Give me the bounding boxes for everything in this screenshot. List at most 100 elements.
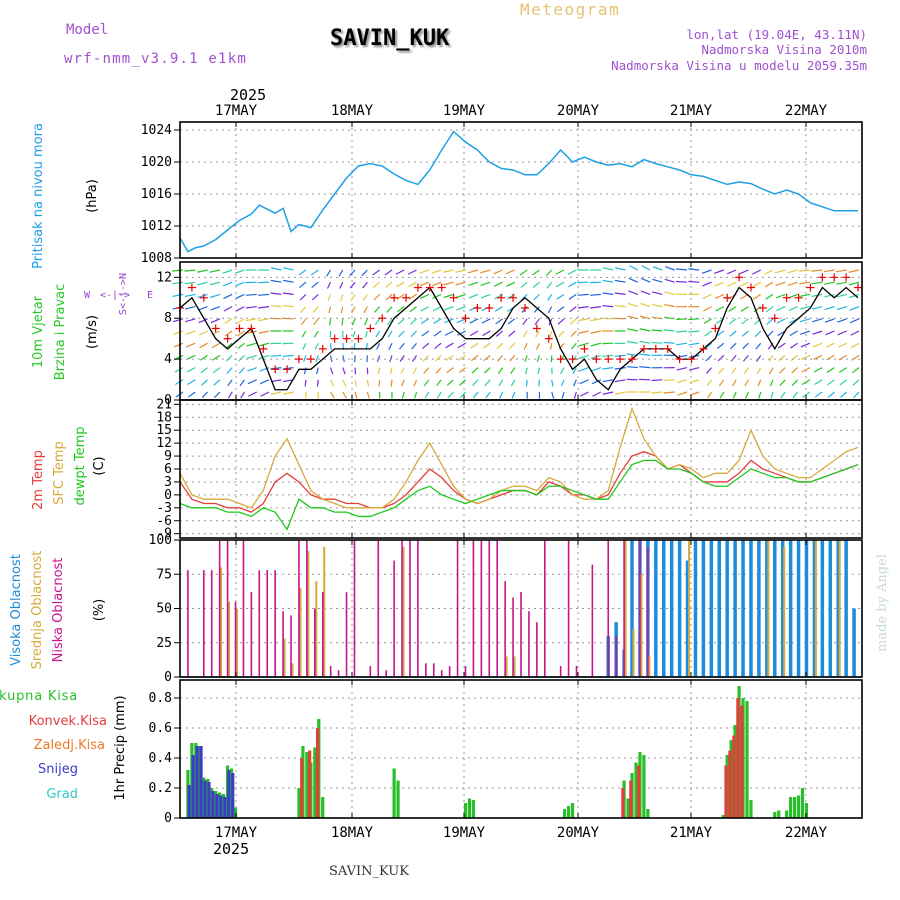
precip-total-bar [570, 803, 575, 818]
wind-arrow [351, 318, 356, 326]
low-cloud-bar [559, 666, 562, 677]
wind-arrow [239, 379, 245, 387]
wind-arrow [342, 391, 348, 399]
day-label-bottom: 22MAY [785, 825, 828, 841]
wind-arrow [800, 330, 811, 335]
wind-arrow [640, 277, 651, 283]
wind-arrow [298, 269, 307, 276]
wind-arrow [313, 330, 319, 338]
wind-arrow [446, 379, 454, 386]
wind-arrow [413, 379, 418, 387]
wind-arrow [780, 391, 786, 399]
mid-cloud-bar [323, 546, 326, 677]
wind-arrow [211, 342, 221, 349]
wind-arrow [455, 269, 466, 273]
wind-arrow [432, 306, 442, 312]
wind-arrow [485, 391, 491, 399]
wind-arrow [579, 391, 589, 397]
wind-arrow [534, 318, 540, 326]
low-cloud-bar [409, 540, 411, 677]
day-label-top: 20MAY [557, 103, 600, 119]
wind-arrow [431, 281, 442, 287]
wind-arrow [664, 291, 675, 295]
wind-arrow [689, 391, 700, 396]
pressure-axis-unit: (hPa) [85, 179, 100, 213]
precip-label-frozen: Zaledj.Kisa [34, 738, 105, 753]
day-label-top: 17MAY [215, 103, 258, 119]
wind-arrow [571, 342, 577, 350]
wind-arrow [799, 293, 810, 298]
precip-total-bar [471, 800, 476, 818]
snow-bar [231, 773, 235, 818]
cloud-tick-label: 100 [149, 533, 172, 548]
wind-arrow [197, 269, 208, 273]
wind-arrow [198, 318, 208, 324]
wind-arrow [299, 281, 307, 289]
wind-arrow [652, 278, 663, 283]
low-cloud-bar [575, 666, 578, 677]
wind-arrow [508, 330, 516, 337]
wind-arrow [849, 293, 860, 299]
precip-total-bar [773, 812, 777, 818]
wind-arrow [511, 391, 516, 399]
mid-cloud-bar [315, 581, 318, 677]
precip-total-bar [745, 701, 749, 818]
wind-arrow [740, 306, 749, 312]
low-cloud-bar [591, 564, 594, 677]
wind-arrow [200, 367, 208, 374]
high-cloud-bar [709, 540, 714, 677]
mid-cloud-bar [648, 656, 651, 677]
wind-arrow [641, 265, 651, 271]
wind-arrow [549, 330, 553, 338]
wind-arrow [227, 379, 233, 387]
watermark: made by Angel [875, 554, 890, 652]
wind-arrow [532, 281, 540, 289]
wind-arrow [328, 306, 332, 314]
wind-arrow [627, 328, 638, 332]
wind-arrow [676, 268, 688, 271]
wind-arrow [247, 367, 257, 372]
wind-arrow [714, 281, 725, 287]
wind-arrow [270, 391, 282, 395]
wind-arrow [769, 367, 774, 375]
wind-arrow [316, 367, 319, 375]
pressure-tick-label: 1012 [141, 219, 172, 234]
precip-tick-label: 0.2 [149, 781, 172, 796]
wind-arrow [524, 355, 528, 363]
wind-arrow [469, 318, 479, 324]
wind-arrow [591, 379, 602, 385]
wind-arrow [555, 269, 565, 275]
high-cloud-bar [844, 540, 848, 677]
mid-cloud-bar [767, 540, 770, 677]
wind-arrow [715, 306, 725, 312]
wind-arrow [811, 269, 823, 272]
low-cloud-bar [353, 540, 356, 677]
wind-arrow [705, 367, 712, 374]
day-label-bottom: 21MAY [670, 825, 713, 841]
station-title: SAVIN_KUK [330, 26, 450, 51]
wind-arrow [245, 293, 257, 296]
wind-arrow [303, 367, 307, 375]
wind-arrow [270, 305, 282, 308]
wind-arrow [339, 281, 344, 289]
wind-arrow [675, 280, 688, 283]
wind-arrow [706, 379, 713, 387]
wind-arrow [628, 290, 639, 295]
mid-cloud-bar [228, 601, 231, 677]
wind-arrow [446, 367, 454, 374]
wind-arrow [663, 341, 675, 344]
high-cloud-bar [685, 560, 690, 677]
wind-arrow [813, 367, 823, 373]
wind-arrow [472, 379, 479, 386]
wind-arrow [226, 367, 233, 374]
wind-arrow [510, 367, 516, 375]
wind-arrow [769, 379, 774, 387]
wind-arrow [741, 318, 749, 325]
wind-arrow [577, 318, 589, 322]
day-label-bottom: 18MAY [331, 825, 374, 841]
wind-arrow [468, 293, 479, 299]
low-cloud-bar [647, 546, 649, 677]
wind-compass-e: E [147, 290, 153, 301]
low-cloud-bar [258, 570, 261, 677]
wind-arrow [589, 293, 601, 296]
